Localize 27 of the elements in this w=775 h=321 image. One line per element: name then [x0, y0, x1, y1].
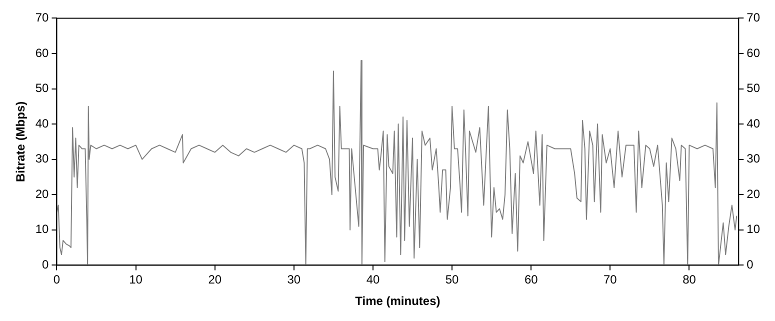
- x-tick-label: 70: [604, 272, 618, 287]
- y2-tick-label: 70: [746, 10, 760, 25]
- y-tick-label: 20: [35, 186, 50, 201]
- y-tick-label: 10: [35, 222, 50, 236]
- y-tick-label: 70: [35, 10, 50, 25]
- y2-tick-label: 30: [746, 152, 760, 166]
- x-tick-label: 10: [129, 272, 143, 287]
- y2-tick-label: 40: [746, 116, 760, 130]
- y-tick-label: 0: [42, 258, 50, 272]
- y2-tick-label: 50: [746, 81, 760, 96]
- x-tick-label: 60: [524, 272, 538, 287]
- y2-tick-label: 10: [746, 222, 760, 236]
- y2-tick-label: 60: [746, 46, 760, 60]
- y-tick-label: 50: [35, 81, 50, 96]
- y-tick-label: 40: [35, 116, 50, 130]
- x-tick-label: 20: [208, 272, 222, 287]
- x-axis-title: Time (minutes): [355, 294, 440, 308]
- x-tick-label: 30: [287, 272, 301, 287]
- x-tick-label: 50: [445, 272, 460, 287]
- x-tick-label: 40: [366, 272, 380, 287]
- y-axis-title: Bitrate (Mbps): [14, 101, 28, 182]
- y-tick-label: 30: [35, 152, 50, 166]
- x-tick-label: 0: [53, 272, 60, 287]
- y2-tick-label: 0: [746, 258, 754, 272]
- y-tick-label: 60: [35, 46, 50, 60]
- y2-tick-label: 20: [746, 186, 760, 201]
- x-tick-label: 80: [682, 272, 696, 287]
